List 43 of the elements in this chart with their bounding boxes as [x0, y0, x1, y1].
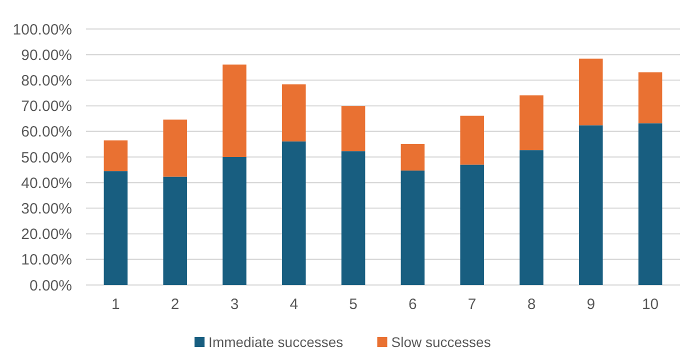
bar [460, 116, 484, 165]
bar [104, 140, 128, 172]
x-tick-label: 6 [408, 296, 417, 313]
x-tick-label: 7 [468, 296, 476, 313]
x-tick-label: 5 [349, 296, 358, 313]
bar [282, 84, 306, 142]
bar [400, 144, 425, 171]
y-tick-label: 40.00% [21, 174, 72, 192]
y-tick-label: 60.00% [21, 124, 72, 141]
bar [341, 106, 366, 152]
bar [163, 120, 187, 177]
x-tick-label: 2 [170, 296, 180, 313]
bar [104, 171, 128, 285]
bar [638, 72, 662, 124]
x-tick-label: 1 [112, 296, 120, 313]
y-tick-label: 20.00% [21, 226, 72, 244]
y-tick-label: 0.00% [29, 277, 72, 294]
legend-label: Slow successes [391, 334, 491, 350]
legend-label: Immediate successes [208, 334, 344, 350]
bar [520, 95, 544, 150]
x-tick-label: 3 [230, 296, 239, 313]
y-tick-label: 100.00% [12, 21, 72, 38]
bar [282, 141, 306, 285]
y-tick-label: 10.00% [21, 252, 72, 269]
x-tick-label: 9 [586, 296, 596, 313]
bar [520, 150, 544, 285]
x-tick-label: 8 [527, 296, 536, 313]
x-tick-label: 10 [642, 296, 659, 313]
bar [341, 151, 366, 285]
y-tick-label: 90.00% [21, 46, 72, 64]
x-tick-label: 4 [290, 296, 298, 313]
bar [163, 176, 187, 285]
bar [222, 157, 246, 285]
y-tick-label: 30.00% [21, 200, 72, 218]
y-tick-label: 70.00% [21, 98, 72, 116]
y-tick-label: 80.00% [21, 72, 72, 90]
bar [400, 170, 425, 285]
bar [579, 125, 603, 285]
bar [460, 164, 484, 285]
bar [579, 58, 603, 126]
bar [638, 123, 662, 285]
y-tick-label: 50.00% [21, 149, 72, 166]
bar [222, 64, 246, 157]
